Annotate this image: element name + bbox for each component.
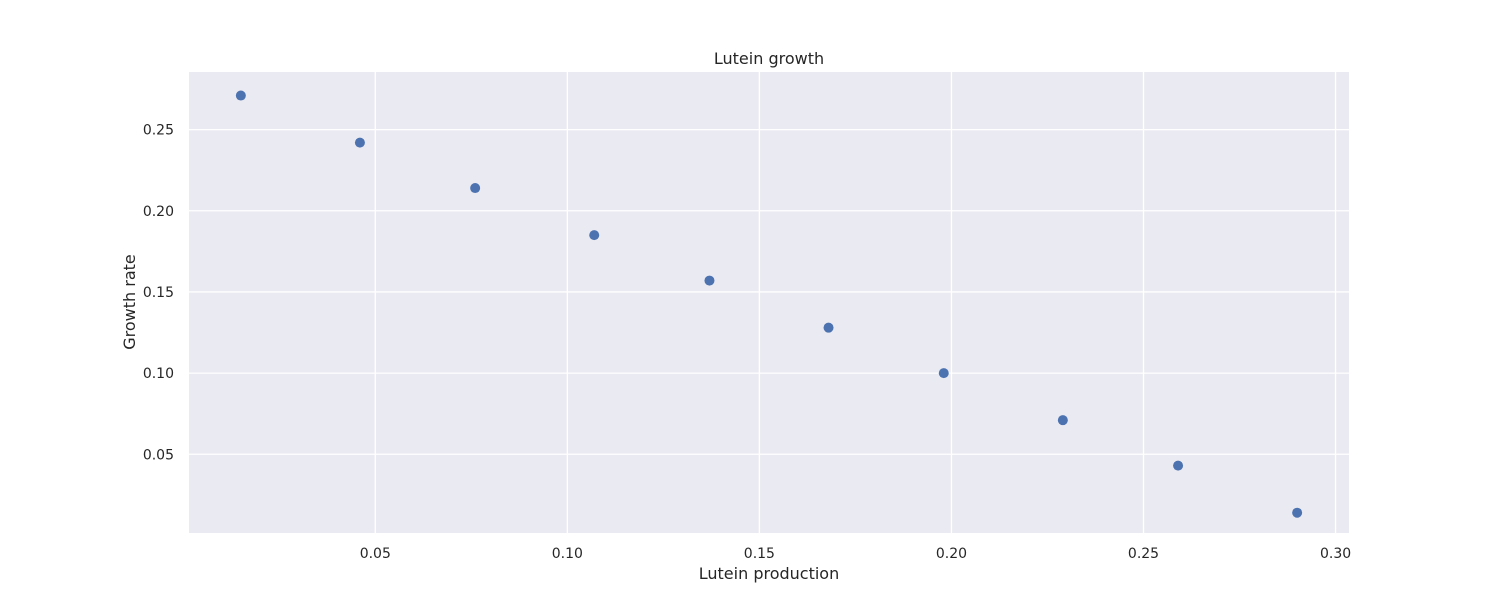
x-tick-label: 0.05 (360, 546, 391, 562)
data-points (235, 90, 1303, 518)
data-point (235, 90, 246, 101)
y-tick-label: 0.20 (143, 204, 174, 220)
data-point (823, 322, 834, 333)
data-point (1173, 460, 1184, 471)
chart-title: Lutein growth (714, 49, 824, 68)
y-tick-label: 0.25 (143, 123, 174, 139)
data-point (1057, 415, 1068, 426)
x-axis-label: Lutein production (699, 564, 839, 583)
y-tick-label: 0.05 (143, 447, 174, 463)
y-tick-label: 0.10 (143, 366, 174, 382)
data-point (1292, 507, 1303, 518)
y-axis-label: Growth rate (120, 254, 139, 350)
y-tick-labels: 0.05 0.10 0.15 0.20 0.25 (143, 123, 174, 464)
plot-background (189, 72, 1349, 533)
x-tick-label: 0.10 (552, 546, 583, 562)
x-tick-label: 0.20 (936, 546, 967, 562)
data-point (704, 275, 715, 286)
data-point (354, 137, 365, 148)
x-tick-label: 0.15 (744, 546, 775, 562)
data-point (589, 230, 600, 241)
x-tick-label: 0.30 (1320, 546, 1351, 562)
grid (189, 72, 1349, 533)
data-point (938, 368, 949, 379)
x-tick-labels: 0.05 0.10 0.15 0.20 0.25 0.30 (360, 546, 1351, 562)
data-point (470, 183, 481, 194)
y-tick-label: 0.15 (143, 285, 174, 301)
x-tick-label: 0.25 (1128, 546, 1159, 562)
